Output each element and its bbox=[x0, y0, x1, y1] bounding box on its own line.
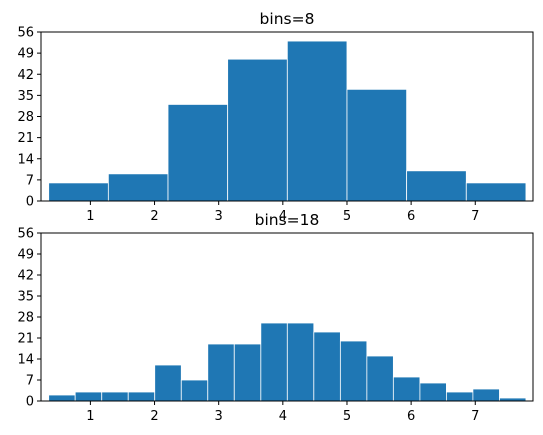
y-tick-label: 7 bbox=[26, 173, 34, 188]
chart-title: bins=18 bbox=[255, 211, 320, 229]
y-tick-label: 0 bbox=[26, 195, 34, 210]
histogram-bar bbox=[180, 379, 209, 402]
histogram-bar bbox=[286, 40, 348, 202]
histogram-bar bbox=[227, 58, 288, 202]
y-tick-label: 49 bbox=[17, 47, 34, 62]
x-tick-label: 6 bbox=[407, 209, 415, 224]
x-tick-label: 7 bbox=[471, 409, 479, 424]
histogram-bar bbox=[207, 343, 235, 402]
y-tick-label: 56 bbox=[17, 227, 34, 242]
x-tick-label: 7 bbox=[471, 209, 479, 224]
y-tick-label: 28 bbox=[17, 311, 34, 326]
y-tick-label: 21 bbox=[17, 332, 34, 347]
histogram-bar bbox=[286, 322, 315, 402]
histogram-bar bbox=[48, 394, 76, 402]
histogram-bar bbox=[48, 182, 109, 202]
histogram-bar bbox=[392, 376, 421, 402]
histogram-bar bbox=[472, 388, 500, 402]
histogram-bar bbox=[260, 322, 288, 402]
histogram-bar bbox=[233, 343, 262, 402]
y-tick-label: 35 bbox=[17, 290, 34, 305]
x-tick-label: 6 bbox=[407, 409, 415, 424]
y-tick-label: 42 bbox=[17, 68, 34, 83]
histogram-bar bbox=[465, 182, 527, 202]
x-tick-label: 4 bbox=[279, 409, 287, 424]
x-tick-label: 3 bbox=[215, 209, 223, 224]
histogram-bar bbox=[313, 331, 341, 402]
y-tick-label: 21 bbox=[17, 131, 34, 146]
y-tick-label: 14 bbox=[17, 353, 34, 368]
chart-title: bins=8 bbox=[260, 10, 315, 28]
histogram-bar bbox=[154, 364, 182, 402]
x-tick-label: 2 bbox=[150, 409, 158, 424]
x-tick-label: 2 bbox=[150, 209, 158, 224]
histogram-bar bbox=[74, 391, 103, 402]
histogram-bar bbox=[339, 340, 368, 402]
x-tick-label: 1 bbox=[86, 209, 94, 224]
y-tick-label: 35 bbox=[17, 89, 34, 104]
x-tick-label: 3 bbox=[215, 409, 223, 424]
y-tick-label: 56 bbox=[17, 26, 34, 41]
x-tick-label: 5 bbox=[343, 209, 351, 224]
x-tick-label: 1 bbox=[86, 409, 94, 424]
y-tick-label: 28 bbox=[17, 110, 34, 125]
y-tick-label: 14 bbox=[17, 152, 34, 167]
x-tick-label: 4 bbox=[279, 209, 287, 224]
y-tick-label: 49 bbox=[17, 248, 34, 263]
histogram-bar bbox=[101, 391, 129, 402]
histogram-bar bbox=[107, 173, 169, 202]
histogram-bar bbox=[167, 104, 229, 202]
histogram-bar bbox=[446, 391, 474, 402]
histogram-bar bbox=[366, 355, 394, 402]
histogram-bar bbox=[406, 170, 467, 202]
histogram-bar bbox=[419, 382, 447, 402]
y-tick-label: 7 bbox=[26, 374, 34, 389]
histogram-bar bbox=[127, 391, 156, 402]
histogram-bar bbox=[346, 88, 408, 202]
x-tick-label: 5 bbox=[343, 409, 351, 424]
y-tick-label: 0 bbox=[26, 395, 34, 410]
y-tick-label: 42 bbox=[17, 269, 34, 284]
